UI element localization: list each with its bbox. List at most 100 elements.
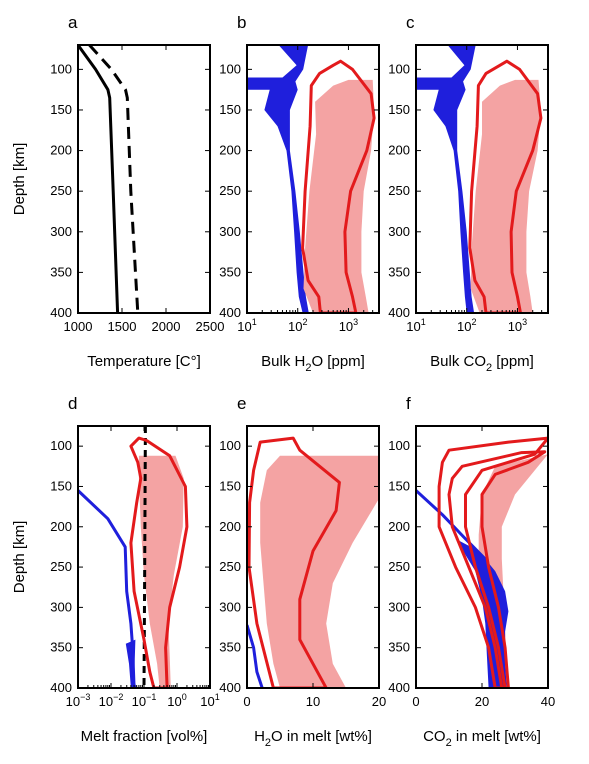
y-tick-label: 350 <box>219 264 241 279</box>
x-label-sub: 2 <box>486 362 492 374</box>
outline-red-4 <box>447 450 547 688</box>
y-tick-label: 150 <box>50 102 72 117</box>
band-pink-1 <box>303 79 375 313</box>
panel-letter: c <box>406 13 415 32</box>
x-tick-exponent: 3 <box>522 317 527 327</box>
band-pink-0 <box>138 455 184 688</box>
y-tick-label: 250 <box>50 183 72 198</box>
series-line-2 <box>78 489 136 688</box>
panel-plot-area <box>78 426 189 688</box>
y-tick-label: 300 <box>219 599 241 614</box>
x-label-rest: O in melt [wt%] <box>271 728 372 745</box>
y-tick-label: 250 <box>50 559 72 574</box>
panel-e: 0 10 20 100 150 200 250 300 350 400 e H2O in melt [… <box>219 394 386 749</box>
outline-red-2 <box>247 436 341 688</box>
y-tick-label: 200 <box>50 143 72 158</box>
series-line-2 <box>416 489 500 688</box>
y-tick-label: 350 <box>50 640 72 655</box>
x-label-sub: 2 <box>446 737 452 749</box>
y-tick-label: 250 <box>219 183 241 198</box>
x-tick-label: 103 <box>508 317 527 334</box>
x-tick-exponent: 1 <box>215 692 220 702</box>
y-tick-label: 200 <box>219 519 241 534</box>
y-tick-label: 100 <box>388 438 410 453</box>
y-tick-label: 150 <box>219 102 241 117</box>
y-tick-label: 100 <box>219 61 241 76</box>
panel-plot-area <box>416 436 548 688</box>
panel-f: 0 20 40 100 150 200 250 300 350 400 f CO2 in melt [… <box>388 394 555 749</box>
x-label-rest: in melt [wt%] <box>452 728 541 745</box>
y-tick-label: 100 <box>219 438 241 453</box>
panel-a: 1000 1500 2000 2500 100 150 200 250 300 350 400 a Te… <box>11 13 224 370</box>
series-line-1 <box>247 624 264 688</box>
y-tick-label: 150 <box>219 478 241 493</box>
x-tick-label: 2500 <box>196 319 225 334</box>
y-tick-label: 400 <box>50 680 72 695</box>
y-tick-label: 150 <box>388 478 410 493</box>
y-tick-label: 100 <box>50 438 72 453</box>
y-tick-label: 200 <box>219 143 241 158</box>
y-tick-label: 300 <box>50 224 72 239</box>
y-tick-label: 400 <box>219 680 241 695</box>
y-tick-label: 300 <box>50 599 72 614</box>
y-tick-label: 150 <box>50 478 72 493</box>
x-tick-label: 1500 <box>108 319 137 334</box>
panel-plot-area <box>78 45 140 313</box>
x-label-sub: 2 <box>305 362 311 374</box>
series-line-0 <box>78 45 120 313</box>
x-tick-label: 102 <box>457 317 476 334</box>
y-tick-label: 300 <box>388 599 410 614</box>
x-tick-exponent: 2 <box>302 317 307 327</box>
x-label-main: H <box>254 728 265 745</box>
x-tick-exponent: 1 <box>252 317 257 327</box>
x-tick-label: 100 <box>167 692 186 709</box>
y-tick-label: 150 <box>388 102 410 117</box>
x-axis-label: CO2 in melt [wt%] <box>423 728 541 749</box>
y-tick-label: 350 <box>219 640 241 655</box>
y-tick-label: 200 <box>50 519 72 534</box>
band-pink-1 <box>470 79 541 313</box>
x-label-rest: [ppm] <box>492 353 534 370</box>
x-tick-label: 20 <box>372 694 386 709</box>
x-label-sub: 2 <box>265 737 271 749</box>
panel-d: 1 0 −3 10−2 10−1 100 101 100 150 200 250 300 350 400 d… <box>11 394 220 745</box>
outline-red-3 <box>437 436 548 688</box>
x-tick-label: 10 <box>306 694 320 709</box>
x-axis-label: Melt fraction [vol%] <box>81 728 208 745</box>
x-tick-exponent: 1 <box>421 317 426 327</box>
y-tick-label: 400 <box>219 305 241 320</box>
y-tick-label: 250 <box>388 559 410 574</box>
x-tick-exponent: 0 <box>182 692 187 702</box>
x-tick-exponent: 3 <box>353 317 358 327</box>
x-tick-label: 101 <box>200 692 219 709</box>
x-tick-exponent: −3 <box>80 692 90 702</box>
y-tick-label: 350 <box>388 264 410 279</box>
x-tick-exponent: −2 <box>113 692 123 702</box>
y-tick-label: 100 <box>50 61 72 76</box>
y-axis-label: Depth [km] <box>11 521 28 594</box>
panel-frame <box>77 44 211 314</box>
x-tick-label: 0 <box>412 694 419 709</box>
y-tick-label: 100 <box>388 61 410 76</box>
y-tick-label: 400 <box>50 305 72 320</box>
band-blue-0 <box>416 45 476 313</box>
panel-plot-area <box>416 45 543 313</box>
panel-letter: a <box>68 13 78 32</box>
y-tick-label: 250 <box>219 559 241 574</box>
y-tick-label: 400 <box>388 305 410 320</box>
panel-letter: f <box>406 394 411 413</box>
x-label-rest: O [ppm] <box>311 353 364 370</box>
x-tick-label: 20 <box>475 694 489 709</box>
x-tick-label: 102 <box>288 317 307 334</box>
x-label-main: CO <box>423 728 446 745</box>
panel-letter: e <box>237 394 246 413</box>
x-axis-label: Temperature [C°] <box>87 353 201 370</box>
panel-letter: d <box>68 394 77 413</box>
panel-plot-area <box>247 436 379 688</box>
x-axis-label: Bulk H2O [ppm] <box>261 353 365 374</box>
x-tick-label: 1000 <box>64 319 93 334</box>
y-tick-label: 350 <box>50 264 72 279</box>
outline-red-2 <box>468 59 543 313</box>
